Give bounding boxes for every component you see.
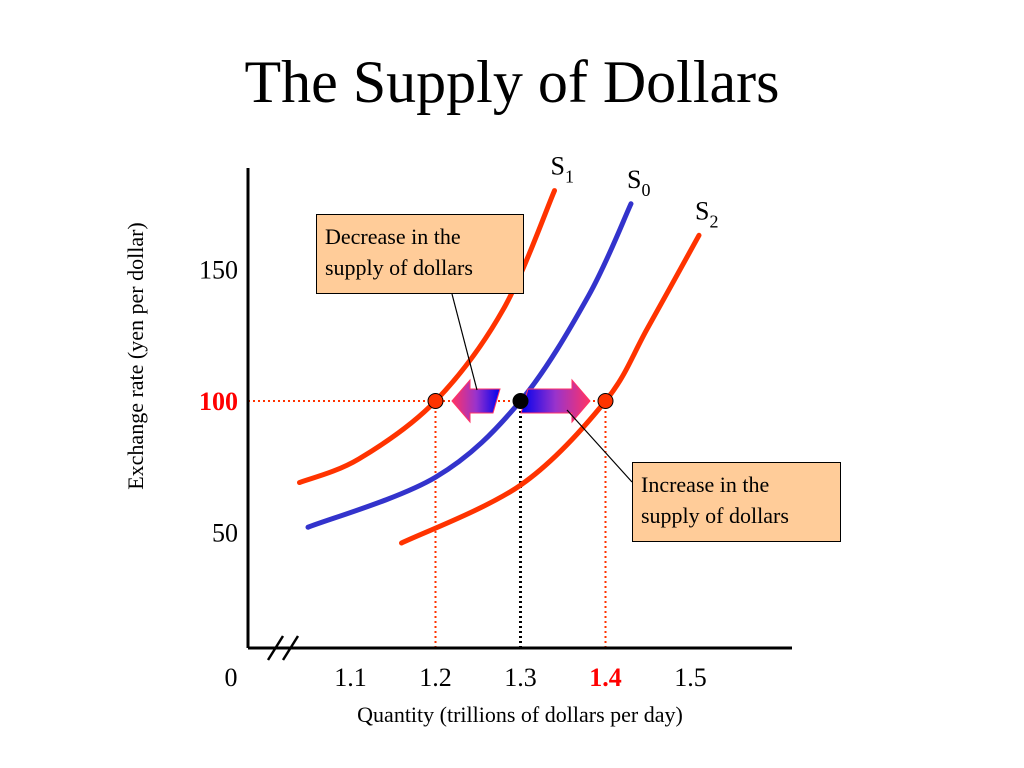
y-tick-label: 150 <box>199 256 238 285</box>
curve-label-S0: S0 <box>627 165 650 200</box>
increase-callout-line-1: Increase in the <box>641 472 770 497</box>
y-tick-label: 50 <box>212 519 238 548</box>
axis-break-mark-2 <box>281 635 300 661</box>
increase-callout-line-2: supply of dollars <box>641 503 789 528</box>
decrease-callout: Decrease in the supply of dollars <box>316 214 524 294</box>
curve-label-S2: S2 <box>695 196 718 231</box>
decrease-callout-leader <box>451 293 478 391</box>
x-tick-label: 1.4 <box>589 663 622 692</box>
y-axis-label: Exchange rate (yen per dollar) <box>123 222 148 490</box>
x-tick-label: 1.2 <box>419 663 452 692</box>
decrease-callout-line-2: supply of dollars <box>325 255 473 280</box>
axis-break-mark-1 <box>266 635 285 661</box>
equilibrium-point-1 <box>512 393 529 409</box>
increase-callout: Increase in the supply of dollars <box>632 462 841 542</box>
decrease-arrow <box>451 378 501 424</box>
curve-label-S1: S1 <box>551 152 574 187</box>
chart-title: The Supply of Dollars <box>244 49 780 115</box>
x-tick-label: 1.5 <box>674 663 707 692</box>
supply-curve-S1 <box>297 188 557 486</box>
y-tick-label: 100 <box>199 387 238 416</box>
increase-callout-leader <box>566 409 633 483</box>
equilibrium-point-0 <box>427 393 444 409</box>
x-tick-label: 0 <box>225 663 238 692</box>
equilibrium-point-2 <box>597 393 614 409</box>
x-axis-label: Quantity (trillions of dollars per day) <box>357 702 683 727</box>
decrease-callout-line-1: Decrease in the <box>325 224 461 249</box>
x-tick-label: 1.3 <box>504 663 537 692</box>
x-tick-label: 1.1 <box>334 663 367 692</box>
